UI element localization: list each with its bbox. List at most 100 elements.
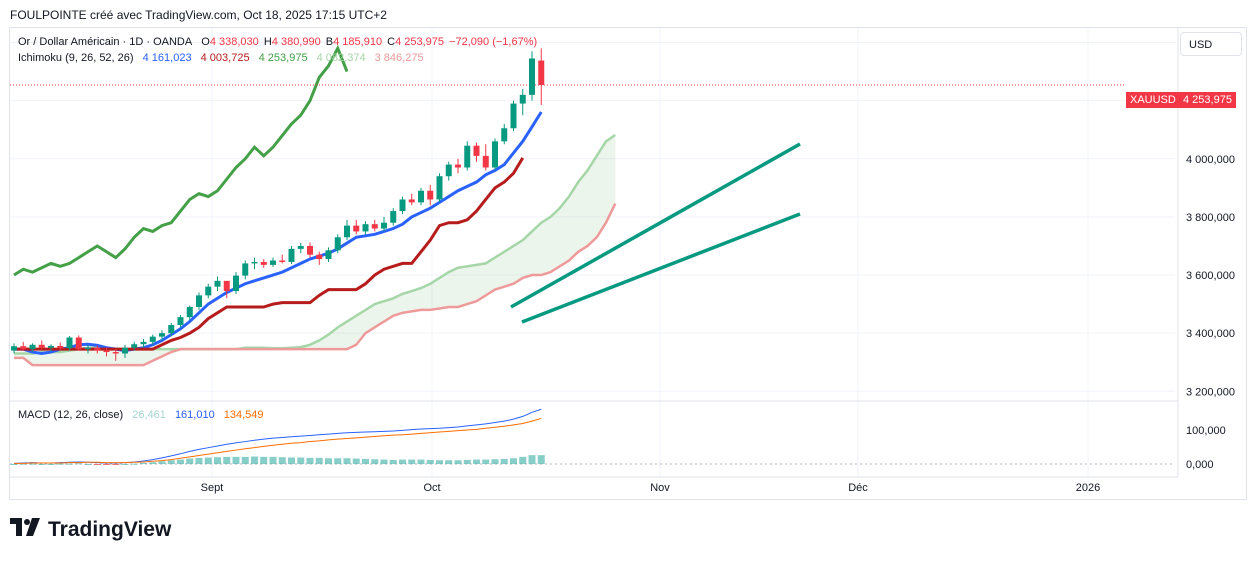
time-axis-label: Nov [650,482,670,494]
open-value: 4 338,030 [209,36,259,48]
candle-body [279,260,286,262]
candle-body [473,145,480,156]
trendline [521,212,801,324]
currency-button[interactable]: USD [1180,32,1242,56]
candle-body [131,344,138,348]
low-value: 4 185,910 [333,36,383,48]
ichimoku-span-b [14,202,617,367]
macd-histogram-bar [454,460,462,464]
macd-legend[interactable]: MACD (12, 26, close) 26,461 161,010 134,… [18,409,270,421]
candle-body [75,337,82,350]
macd-histogram-bar [66,463,73,465]
candle-body [38,344,45,348]
macd-histogram-bar [112,464,120,465]
price-change: −72,090 (−1,67%) [449,36,538,48]
ohlc-high: H4 380,990 [264,36,321,48]
macd-histogram-bar [130,463,138,465]
macd-histogram-bar [47,464,55,465]
macd-histogram-bar [389,459,397,464]
macd-histogram-bar [232,456,240,464]
macd-histogram-bar [149,462,157,464]
macd-histogram-bar [380,459,388,464]
symbol-legend[interactable]: Or / Dollar Américain · 1D · OANDA O4 33… [18,36,543,48]
macd-histogram-bar [269,456,277,464]
macd-histogram-bar [500,458,508,464]
candle-body [371,224,378,229]
time-axis-label: Sept [201,482,224,494]
macd-histogram-bar [223,456,231,464]
ichimoku-lagging-value: 4 253,975 [258,52,308,64]
candle-body [501,128,508,142]
symbol-name[interactable]: Or / Dollar Américain · 1D · OANDA [18,36,193,48]
candle-body [353,225,360,232]
macd-histogram-bar [19,463,27,465]
macd-axis-label: 0,000 [1186,459,1214,471]
macd-histogram-bar [362,458,369,464]
ichimoku-base-line [14,157,525,351]
macd-histogram-bar [463,459,471,464]
candle-body [149,336,156,342]
ichimoku-conversion-value: 4 161,023 [142,52,192,64]
symbol-price-tag: XAUUSD [1126,92,1180,108]
candle-body [122,347,128,354]
candle-body [436,176,443,200]
macd-histogram-bar [491,459,499,464]
low-label: B [325,36,334,48]
tradingview-logo[interactable]: TradingView [10,518,171,542]
time-axis: Sept Oct Nov Déc 2026 [201,482,1101,494]
macd-histogram-bar [278,457,286,464]
candle-body [519,94,526,104]
candle-body [390,211,397,223]
candle-body [445,164,452,177]
candle-body [168,325,175,334]
candle-body [94,347,101,351]
macd-histogram-bar [334,458,342,464]
candle-body [381,222,387,229]
macd-signal-line [14,417,542,464]
macd-histogram-bar [167,460,175,464]
ohlc-low: B4 185,910 [326,36,382,48]
price-axis-label: 3 800,000 [1186,212,1235,224]
close-value: 4 253,975 [395,36,445,48]
candle-body [362,224,369,232]
candle-body [399,199,406,212]
candle-body [251,261,258,264]
ichimoku-legend[interactable]: Ichimoku (9, 26, 52, 26) 4 161,023 4 003… [18,52,430,64]
macd-histogram-bar [315,457,323,464]
macd-histogram-bar [84,464,92,465]
macd-histogram-bar [204,457,212,464]
macd-histogram-bar [399,459,406,464]
candle-body [344,225,350,238]
price-axis-label: 4 000,000 [1186,154,1235,166]
ichimoku-title[interactable]: Ichimoku (9, 26, 52, 26) [18,52,134,64]
candle-body [427,190,434,200]
macd-histogram-bar [426,459,434,464]
macd-histogram-bar [177,459,184,464]
macd-title[interactable]: MACD (12, 26, close) [18,409,124,421]
macd-histogram-bar [436,460,443,464]
macd-histogram-bar [528,455,536,464]
candle-body [270,260,276,265]
chart-frame [9,27,1247,500]
macd-histogram-bar [93,464,101,465]
ichimoku-span-b-value: 3 846,275 [374,52,424,64]
candle-body [482,155,489,168]
macd-histogram-bar [38,464,46,465]
macd-histogram-bar [510,458,517,464]
candle-body [48,345,54,348]
last-price-label: 4 253,975 [1179,92,1236,108]
ichimoku-base-value: 4 003,725 [200,52,250,64]
candle-body [233,275,239,292]
tradingview-logo-icon [10,518,42,542]
candle-body [288,248,295,262]
ohlc-open: O4 338,030 [201,36,259,48]
high-value: 4 380,990 [271,36,321,48]
ichimoku-conversion-line [14,111,543,356]
macd-histogram-bar [103,464,110,465]
macd-histogram-bar [519,456,527,464]
candle-body [159,333,165,337]
price-axis-label: 3 200,000 [1186,386,1235,398]
macd-histogram-value: 26,461 [132,409,166,421]
candle-body [112,352,119,354]
